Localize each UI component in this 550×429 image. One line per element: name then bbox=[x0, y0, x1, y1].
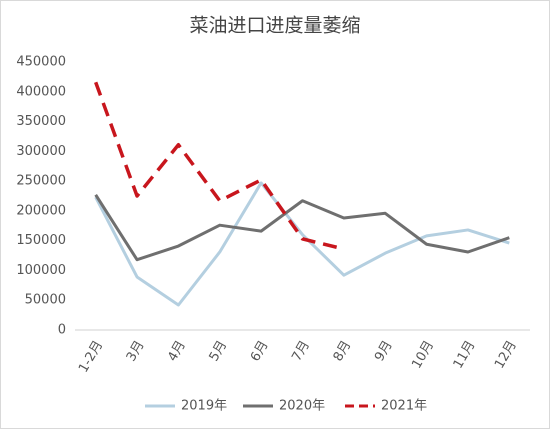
y-tick-label: 400000 bbox=[16, 84, 66, 99]
legend-label: 2020年 bbox=[279, 399, 325, 414]
y-tick-label: 350000 bbox=[16, 114, 66, 129]
y-tick-label: 150000 bbox=[16, 233, 66, 248]
series-line bbox=[94, 81, 345, 251]
legend-label: 2021年 bbox=[381, 399, 427, 414]
y-tick-label: 0 bbox=[58, 323, 66, 338]
y-tick-label: 200000 bbox=[16, 203, 66, 218]
y-tick-label: 250000 bbox=[16, 174, 66, 189]
y-tick-label: 300000 bbox=[16, 144, 66, 159]
series-line bbox=[94, 181, 510, 307]
y-tick-label: 50000 bbox=[25, 293, 66, 308]
y-tick-label: 100000 bbox=[16, 263, 66, 278]
series-line bbox=[94, 194, 510, 262]
legend-label: 2019年 bbox=[181, 399, 227, 414]
y-tick-label: 450000 bbox=[16, 55, 66, 70]
chart-title: 菜油进口进度量萎缩 bbox=[189, 15, 360, 37]
